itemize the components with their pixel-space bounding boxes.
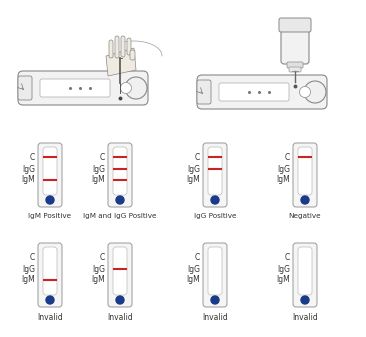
Text: IgM: IgM [21,176,35,184]
Circle shape [116,296,124,304]
FancyBboxPatch shape [38,143,62,207]
Circle shape [125,77,147,99]
FancyBboxPatch shape [43,247,57,295]
Text: C: C [30,252,35,262]
FancyBboxPatch shape [203,143,227,207]
FancyBboxPatch shape [108,243,132,307]
Circle shape [299,87,310,97]
FancyBboxPatch shape [115,36,119,58]
FancyBboxPatch shape [208,147,222,195]
Text: IgM and IgG Positive: IgM and IgG Positive [83,213,157,219]
Text: IgM: IgM [186,176,200,184]
FancyBboxPatch shape [281,28,309,64]
FancyBboxPatch shape [38,243,62,307]
FancyBboxPatch shape [40,79,110,97]
Text: IgM: IgM [276,176,290,184]
Text: Invalid: Invalid [202,313,228,322]
FancyBboxPatch shape [293,143,317,207]
Text: IgG: IgG [187,265,200,274]
FancyBboxPatch shape [298,147,312,195]
Text: C: C [100,153,105,161]
Text: IgM: IgM [91,276,105,284]
FancyBboxPatch shape [197,75,327,109]
FancyBboxPatch shape [293,243,317,307]
Text: IgG: IgG [277,265,290,274]
Text: IgM: IgM [21,276,35,284]
Text: IgG: IgG [92,265,105,274]
Polygon shape [106,48,136,76]
Text: IgM: IgM [186,276,200,284]
Text: Invalid: Invalid [107,313,133,322]
FancyBboxPatch shape [18,71,148,105]
FancyBboxPatch shape [279,18,311,32]
FancyBboxPatch shape [113,147,127,195]
Text: Invalid: Invalid [292,313,318,322]
Circle shape [301,296,309,304]
Text: C: C [30,153,35,161]
Circle shape [120,83,131,93]
Text: IgG: IgG [22,265,35,274]
FancyBboxPatch shape [113,247,127,295]
Circle shape [211,296,219,304]
FancyBboxPatch shape [197,80,211,104]
FancyBboxPatch shape [130,50,135,60]
Text: C: C [100,252,105,262]
Text: C: C [195,153,200,161]
Text: IgM Positive: IgM Positive [29,213,72,219]
Text: Negative: Negative [289,213,321,219]
Circle shape [116,196,124,204]
FancyBboxPatch shape [127,38,131,55]
FancyBboxPatch shape [287,62,303,68]
Text: IgG: IgG [92,164,105,174]
FancyBboxPatch shape [43,147,57,195]
Text: IgG: IgG [22,164,35,174]
Circle shape [211,196,219,204]
Text: IgG: IgG [187,164,200,174]
Circle shape [46,196,54,204]
Text: C: C [285,252,290,262]
Text: IgG: IgG [277,164,290,174]
FancyBboxPatch shape [121,36,125,57]
FancyBboxPatch shape [203,243,227,307]
Text: Invalid: Invalid [37,313,63,322]
Circle shape [46,296,54,304]
Text: C: C [285,153,290,161]
Circle shape [304,81,326,103]
Text: IgM: IgM [91,176,105,184]
Circle shape [301,196,309,204]
Text: IgG Positive: IgG Positive [194,213,236,219]
FancyBboxPatch shape [18,76,32,100]
Text: IgM: IgM [276,276,290,284]
FancyBboxPatch shape [109,40,113,58]
FancyBboxPatch shape [289,67,301,72]
FancyBboxPatch shape [208,247,222,295]
Text: C: C [195,252,200,262]
FancyBboxPatch shape [108,143,132,207]
FancyBboxPatch shape [298,247,312,295]
FancyBboxPatch shape [219,83,289,101]
